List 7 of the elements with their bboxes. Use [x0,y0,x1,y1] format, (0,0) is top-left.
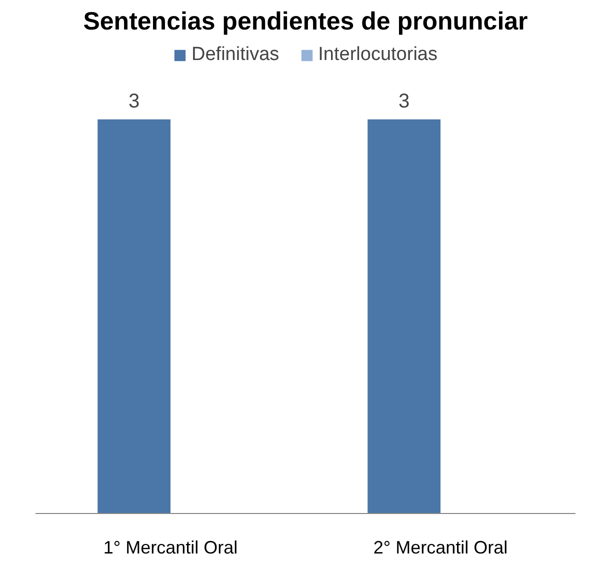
data-label: 3 [128,90,140,112]
legend-label: Definitivas [192,44,280,66]
legend-label: Interlocutorias [318,44,438,66]
chart-title: Sentencias pendientes de pronunciar [83,8,528,36]
x-tick-label: 2° Mercantil Oral [373,538,508,558]
x-tick-label: 1° Mercantil Oral [103,538,238,558]
data-label: 3 [398,90,410,112]
